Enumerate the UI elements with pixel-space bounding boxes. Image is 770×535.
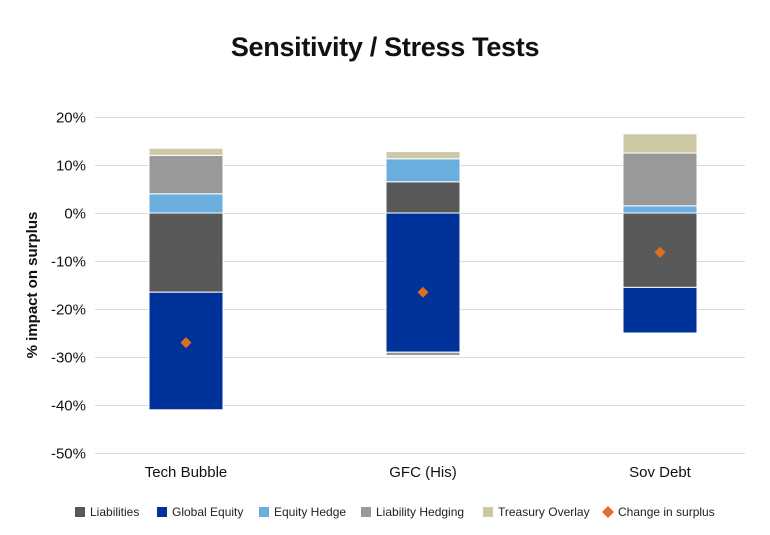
legend-label: Equity Hedge xyxy=(274,505,346,519)
bar-segment-equity-hedge xyxy=(385,158,461,183)
legend-swatch xyxy=(157,507,167,517)
bar-segment-liability-hedging xyxy=(148,154,224,195)
bar-segment-equity-hedge xyxy=(148,193,224,214)
markers xyxy=(180,246,666,349)
bar-segment-global-equity xyxy=(622,286,698,334)
legend-swatch-diamond xyxy=(602,506,614,518)
y-tick-label: 20% xyxy=(56,110,86,127)
bar-segment-global-equity xyxy=(385,212,461,353)
bars xyxy=(148,133,698,411)
x-category-label: GFC (His) xyxy=(389,464,457,481)
bar-segment-equity-hedge xyxy=(622,205,698,214)
y-tick-label: 10% xyxy=(56,158,86,175)
legend: Liabilities Global Equity Equity Hedge Liab… xyxy=(75,505,715,519)
x-category-label: Tech Bubble xyxy=(145,464,228,481)
y-tick-label: -30% xyxy=(51,350,86,367)
y-tick-label: -20% xyxy=(51,302,86,319)
bar-segment-treasury-overlay xyxy=(622,133,698,154)
legend-label: Treasury Overlay xyxy=(498,505,590,519)
bar-segment-global-equity xyxy=(148,291,224,411)
bar-segment-treasury-overlay xyxy=(148,147,224,156)
x-axis-categories: Tech Bubble GFC (His) Sov Debt xyxy=(145,464,692,481)
bar-segment-liability-hedging xyxy=(622,152,698,207)
change-in-surplus-marker xyxy=(180,337,192,349)
legend-label: Change in surplus xyxy=(618,505,715,519)
y-tick-label: -40% xyxy=(51,398,86,415)
bar-segment-liabilities xyxy=(385,181,461,214)
change-in-surplus-marker xyxy=(654,246,666,258)
x-category-label: Sov Debt xyxy=(629,464,692,481)
legend-swatch xyxy=(361,507,371,517)
legend-swatch xyxy=(75,507,85,517)
legend-label: Global Equity xyxy=(172,505,243,519)
y-tick-label: -10% xyxy=(51,254,86,271)
bar-segment-liability-hedging xyxy=(385,351,461,357)
y-tick-label: 0% xyxy=(64,206,86,223)
bar-segment-liabilities xyxy=(148,212,224,293)
legend-swatch xyxy=(259,507,269,517)
y-axis-ticks: 20% 10% 0% -10% -20% -30% -40% -50% xyxy=(51,110,86,463)
bar-segment-treasury-overlay xyxy=(385,151,461,160)
change-in-surplus-marker xyxy=(417,286,429,298)
legend-label: Liabilities xyxy=(90,505,139,519)
legend-swatch xyxy=(483,507,493,517)
y-tick-label: -50% xyxy=(51,446,86,463)
chart-title: Sensitivity / Stress Tests xyxy=(231,32,539,62)
legend-label: Liability Hedging xyxy=(376,505,464,519)
y-axis-label: % impact on surplus xyxy=(24,212,41,359)
